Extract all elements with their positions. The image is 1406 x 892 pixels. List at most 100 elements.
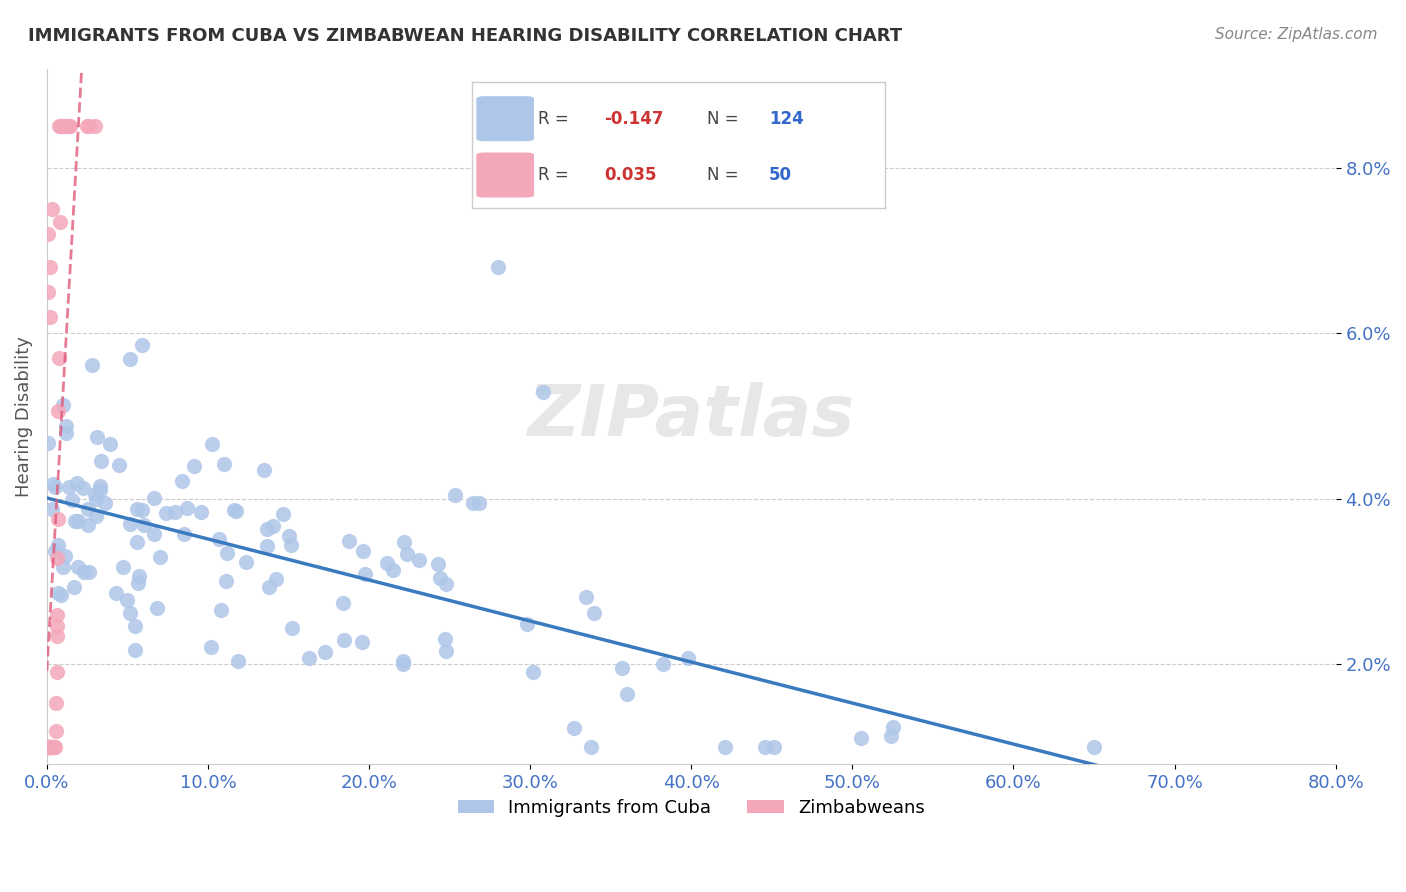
- Point: [264, 572, 287, 586]
- Point: [105, 586, 128, 600]
- Point: [434, 577, 457, 591]
- Point: [486, 260, 509, 275]
- Point: [257, 580, 280, 594]
- Point: [582, 606, 605, 620]
- Point: [41, 740, 63, 755]
- Point: [77, 120, 100, 134]
- Point: [39, 310, 62, 324]
- Point: [531, 385, 554, 400]
- Point: [72, 566, 94, 580]
- Point: [281, 621, 304, 635]
- Point: [1083, 740, 1105, 755]
- Point: [58, 120, 80, 134]
- Point: [37, 740, 59, 755]
- Point: [314, 645, 336, 659]
- Point: [183, 458, 205, 473]
- Point: [575, 591, 598, 605]
- Point: [89, 483, 111, 497]
- Point: [516, 617, 538, 632]
- Point: [84, 487, 107, 501]
- Point: [90, 453, 112, 467]
- Point: [118, 606, 141, 620]
- Point: [467, 496, 489, 510]
- Point: [124, 643, 146, 657]
- Point: [49, 120, 72, 134]
- Point: [77, 501, 100, 516]
- Point: [128, 569, 150, 583]
- Point: [58, 480, 80, 494]
- Point: [79, 565, 101, 579]
- Point: [66, 476, 89, 491]
- Point: [333, 633, 356, 648]
- Point: [44, 740, 66, 755]
- Point: [46, 538, 69, 552]
- Point: [253, 463, 276, 477]
- Point: [42, 740, 65, 755]
- Point: [37, 740, 59, 755]
- Point: [39, 740, 62, 755]
- Point: [200, 640, 222, 654]
- Point: [127, 575, 149, 590]
- Point: [155, 507, 177, 521]
- Point: [39, 740, 62, 755]
- Point: [125, 534, 148, 549]
- Point: [37, 740, 59, 755]
- Point: [45, 618, 67, 632]
- Point: [39, 740, 62, 755]
- Point: [45, 697, 67, 711]
- Point: [851, 731, 873, 745]
- Text: ZIPatlas: ZIPatlas: [527, 382, 855, 450]
- Point: [880, 729, 903, 743]
- Point: [67, 560, 90, 574]
- Point: [112, 560, 135, 574]
- Point: [429, 571, 451, 585]
- Text: Source: ZipAtlas.com: Source: ZipAtlas.com: [1215, 27, 1378, 42]
- Point: [53, 120, 76, 134]
- Point: [56, 120, 79, 134]
- Point: [37, 435, 59, 450]
- Point: [408, 553, 430, 567]
- Point: [98, 437, 121, 451]
- Point: [59, 120, 82, 134]
- Point: [616, 687, 638, 701]
- Point: [120, 517, 142, 532]
- Point: [55, 418, 77, 433]
- Point: [45, 607, 67, 622]
- Point: [124, 619, 146, 633]
- Point: [522, 665, 544, 680]
- Point: [55, 120, 77, 134]
- Y-axis label: Hearing Disability: Hearing Disability: [15, 335, 32, 497]
- Point: [225, 503, 247, 517]
- Point: [55, 549, 77, 564]
- Point: [215, 546, 238, 560]
- Point: [226, 654, 249, 668]
- Point: [84, 492, 107, 507]
- Point: [45, 723, 67, 738]
- Point: [176, 500, 198, 515]
- Point: [131, 503, 153, 517]
- Point: [173, 527, 195, 541]
- Point: [41, 501, 63, 516]
- Point: [190, 505, 212, 519]
- Point: [209, 603, 232, 617]
- Point: [89, 478, 111, 492]
- Point: [652, 657, 675, 672]
- Point: [444, 488, 467, 502]
- Point: [80, 359, 103, 373]
- Point: [256, 522, 278, 536]
- Point: [108, 458, 131, 472]
- Point: [120, 351, 142, 366]
- Point: [63, 514, 86, 528]
- Point: [44, 740, 66, 755]
- Point: [44, 544, 66, 558]
- Text: IMMIGRANTS FROM CUBA VS ZIMBABWEAN HEARING DISABILITY CORRELATION CHART: IMMIGRANTS FROM CUBA VS ZIMBABWEAN HEARI…: [28, 27, 903, 45]
- Point: [51, 588, 73, 602]
- Point: [63, 581, 86, 595]
- Point: [235, 555, 257, 569]
- Point: [146, 600, 169, 615]
- Point: [48, 512, 70, 526]
- Point: [214, 574, 236, 588]
- Point: [66, 514, 89, 528]
- Point: [37, 740, 59, 755]
- Point: [37, 740, 59, 755]
